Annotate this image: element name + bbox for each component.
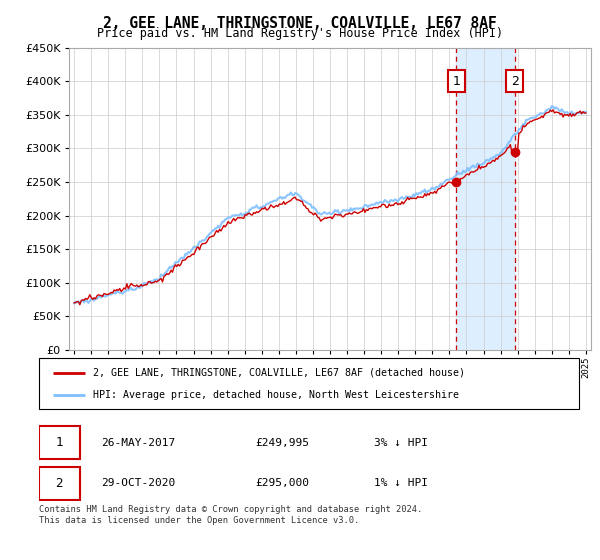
FancyBboxPatch shape [39, 358, 579, 409]
Text: 29-OCT-2020: 29-OCT-2020 [101, 478, 175, 488]
Text: 2, GEE LANE, THRINGSTONE, COALVILLE, LE67 8AF: 2, GEE LANE, THRINGSTONE, COALVILLE, LE6… [103, 16, 497, 31]
Text: 1: 1 [56, 436, 63, 449]
Text: Contains HM Land Registry data © Crown copyright and database right 2024.
This d: Contains HM Land Registry data © Crown c… [39, 505, 422, 525]
Text: Price paid vs. HM Land Registry's House Price Index (HPI): Price paid vs. HM Land Registry's House … [97, 27, 503, 40]
Text: 2: 2 [511, 74, 518, 88]
Text: 1% ↓ HPI: 1% ↓ HPI [374, 478, 428, 488]
Text: HPI: Average price, detached house, North West Leicestershire: HPI: Average price, detached house, Nort… [93, 390, 459, 400]
FancyBboxPatch shape [39, 427, 79, 459]
Text: £249,995: £249,995 [255, 438, 309, 448]
Text: 26-MAY-2017: 26-MAY-2017 [101, 438, 175, 448]
Text: £295,000: £295,000 [255, 478, 309, 488]
Text: 1: 1 [452, 74, 460, 88]
Text: 3% ↓ HPI: 3% ↓ HPI [374, 438, 428, 448]
FancyBboxPatch shape [39, 467, 79, 500]
Bar [456, 48, 515, 350]
Text: 2: 2 [56, 477, 63, 490]
Text: 2, GEE LANE, THRINGSTONE, COALVILLE, LE67 8AF (detached house): 2, GEE LANE, THRINGSTONE, COALVILLE, LE6… [93, 367, 465, 377]
